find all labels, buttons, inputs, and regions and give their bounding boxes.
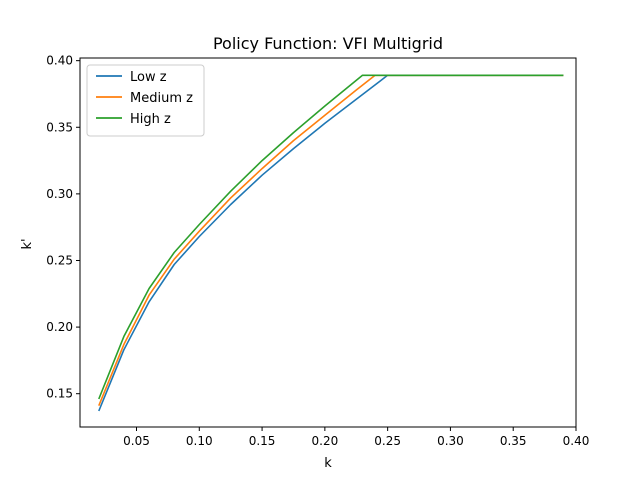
y-tick-label: 0.30	[46, 187, 73, 201]
y-tick-label: 0.20	[46, 320, 73, 334]
y-tick-label: 0.35	[46, 120, 73, 134]
x-tick-label: 0.25	[374, 434, 401, 448]
y-ticks: 0.15 0.20 0.25 0.30 0.35 0.40	[46, 54, 80, 401]
legend-label: High z	[130, 112, 171, 127]
chart-title: Policy Function: VFI Multigrid	[213, 34, 443, 53]
legend: Low z Medium z High z	[86, 64, 205, 137]
y-tick-label: 0.15	[46, 387, 73, 401]
x-tick-label: 0.40	[563, 434, 590, 448]
legend-label: Medium z	[130, 91, 193, 106]
series-line-high-z	[98, 74, 564, 400]
legend-label: Low z	[130, 70, 167, 85]
x-ticks: 0.05 0.10 0.15 0.20 0.25 0.30 0.35 0.40	[123, 427, 589, 448]
y-tick-label: 0.40	[46, 54, 73, 68]
x-axis-label: k	[324, 456, 332, 471]
x-tick-label: 0.30	[437, 434, 464, 448]
plot-frame	[79, 57, 577, 428]
x-tick-label: 0.35	[500, 434, 527, 448]
x-tick-label: 0.10	[186, 434, 213, 448]
y-tick-label: 0.25	[46, 253, 73, 267]
x-tick-label: 0.20	[312, 434, 339, 448]
x-tick-label: 0.05	[123, 434, 150, 448]
x-tick-label: 0.15	[249, 434, 276, 448]
series-group	[98, 74, 564, 412]
y-axis-label: k'	[20, 238, 35, 249]
